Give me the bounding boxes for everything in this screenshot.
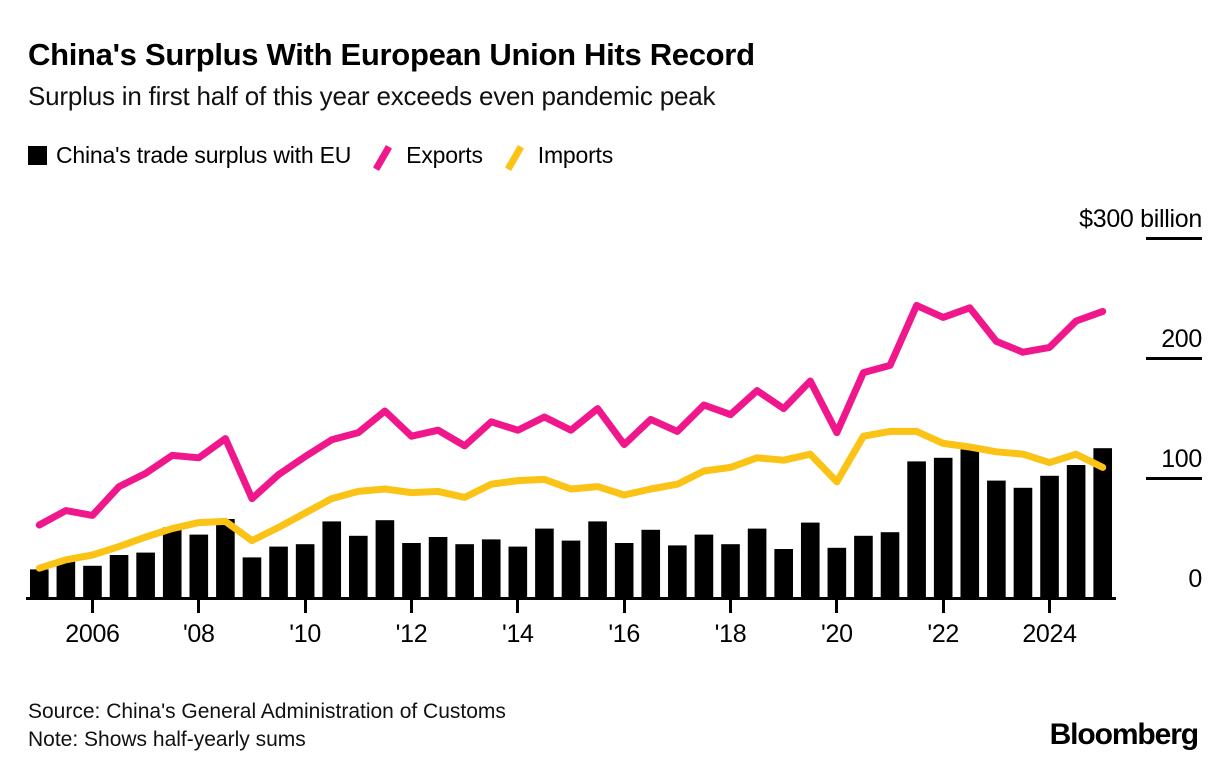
bar (322, 521, 342, 597)
chart-plot-area (0, 190, 1224, 610)
x-axis-label: '16 (608, 620, 640, 648)
bar (481, 539, 501, 597)
x-axis-tick (622, 600, 626, 613)
legend-slash-icon (509, 145, 529, 167)
x-axis-tick (90, 600, 94, 613)
y-axis-tick (1146, 237, 1202, 240)
x-axis-label: '18 (714, 620, 747, 648)
bar (1066, 465, 1086, 597)
x-axis-tick (1048, 600, 1052, 613)
bar (109, 555, 129, 597)
x-axis-tick (941, 600, 945, 613)
legend-square-icon (28, 146, 47, 165)
legend-item-2: Exports (377, 142, 483, 169)
bar (827, 547, 847, 597)
bar (349, 535, 368, 597)
bar (1040, 475, 1059, 597)
bar (295, 544, 315, 597)
footer-notes: Source: China's General Administration o… (28, 698, 506, 753)
y-axis-label: 0 (1188, 565, 1202, 593)
chart-legend: China's trade surplus with EU Exports Impo… (28, 142, 613, 169)
x-axis-label: '12 (395, 620, 428, 648)
bar (455, 544, 474, 597)
bar (694, 534, 714, 597)
x-axis-label: '22 (927, 620, 960, 648)
bar (535, 528, 554, 597)
line-series-exports (35, 301, 1107, 529)
x-axis-label: '14 (501, 620, 534, 648)
bar (614, 543, 634, 597)
legend-label: Exports (406, 142, 483, 168)
y-axis-tick (1146, 477, 1202, 480)
bar (641, 529, 661, 597)
legend-item-1: China's trade surplus with EU (28, 142, 351, 169)
x-axis-tick (835, 600, 839, 613)
y-axis-label: 200 (1161, 325, 1202, 353)
line-series-imports (35, 427, 1107, 572)
bar (854, 535, 873, 597)
legend-slash-icon (377, 145, 397, 167)
bar (721, 544, 740, 597)
note-line: Note: Shows half-yearly sums (28, 727, 306, 751)
bar-series-trade-surplus (29, 448, 1113, 597)
bar (162, 527, 182, 597)
bar (800, 522, 820, 597)
bar (880, 532, 900, 597)
page-subtitle: Surplus in first half of this year excee… (28, 81, 716, 111)
bar (561, 540, 581, 597)
legend-item-3: Imports (509, 142, 613, 169)
bar (136, 552, 155, 597)
bloomberg-logo: Bloomberg (1049, 718, 1200, 751)
y-axis-label: 100 (1161, 445, 1202, 473)
bar (588, 521, 607, 597)
bar (269, 546, 288, 597)
bar (1093, 448, 1113, 597)
bar (83, 565, 102, 597)
bar (1013, 487, 1033, 597)
bar (987, 480, 1006, 597)
bar (747, 528, 767, 597)
x-axis-label: 2006 (65, 620, 120, 648)
bar (242, 557, 262, 597)
chart-svg (29, 301, 1113, 597)
y-axis-label: $300 billion (1079, 205, 1202, 233)
bar (508, 546, 528, 597)
bar (960, 449, 980, 597)
x-axis-tick (729, 600, 732, 613)
page-title: China's Surplus With European Union Hits… (28, 37, 755, 72)
legend-label: Imports (537, 142, 614, 168)
y-axis-tick (1146, 357, 1202, 360)
bar (933, 457, 953, 597)
x-axis-label: '20 (821, 620, 853, 648)
bar (907, 461, 926, 597)
x-axis-line (26, 597, 1116, 600)
bar (402, 543, 421, 597)
bar (668, 545, 687, 597)
bar (56, 561, 76, 597)
legend-label: China's trade surplus with EU (56, 142, 352, 168)
x-axis-label: '10 (289, 620, 321, 648)
source-line: Source: China's General Administration o… (28, 700, 506, 723)
x-axis-tick (303, 600, 307, 613)
x-axis-tick (409, 600, 413, 613)
bar (774, 549, 793, 597)
bar (216, 519, 235, 597)
bar (29, 569, 49, 597)
x-axis-label: 2024 (1022, 620, 1077, 648)
x-axis-label: '08 (182, 620, 215, 648)
bar (375, 520, 395, 597)
x-axis-tick (516, 600, 520, 613)
x-axis-tick (197, 600, 201, 613)
bar (189, 534, 209, 597)
bar (428, 537, 448, 597)
